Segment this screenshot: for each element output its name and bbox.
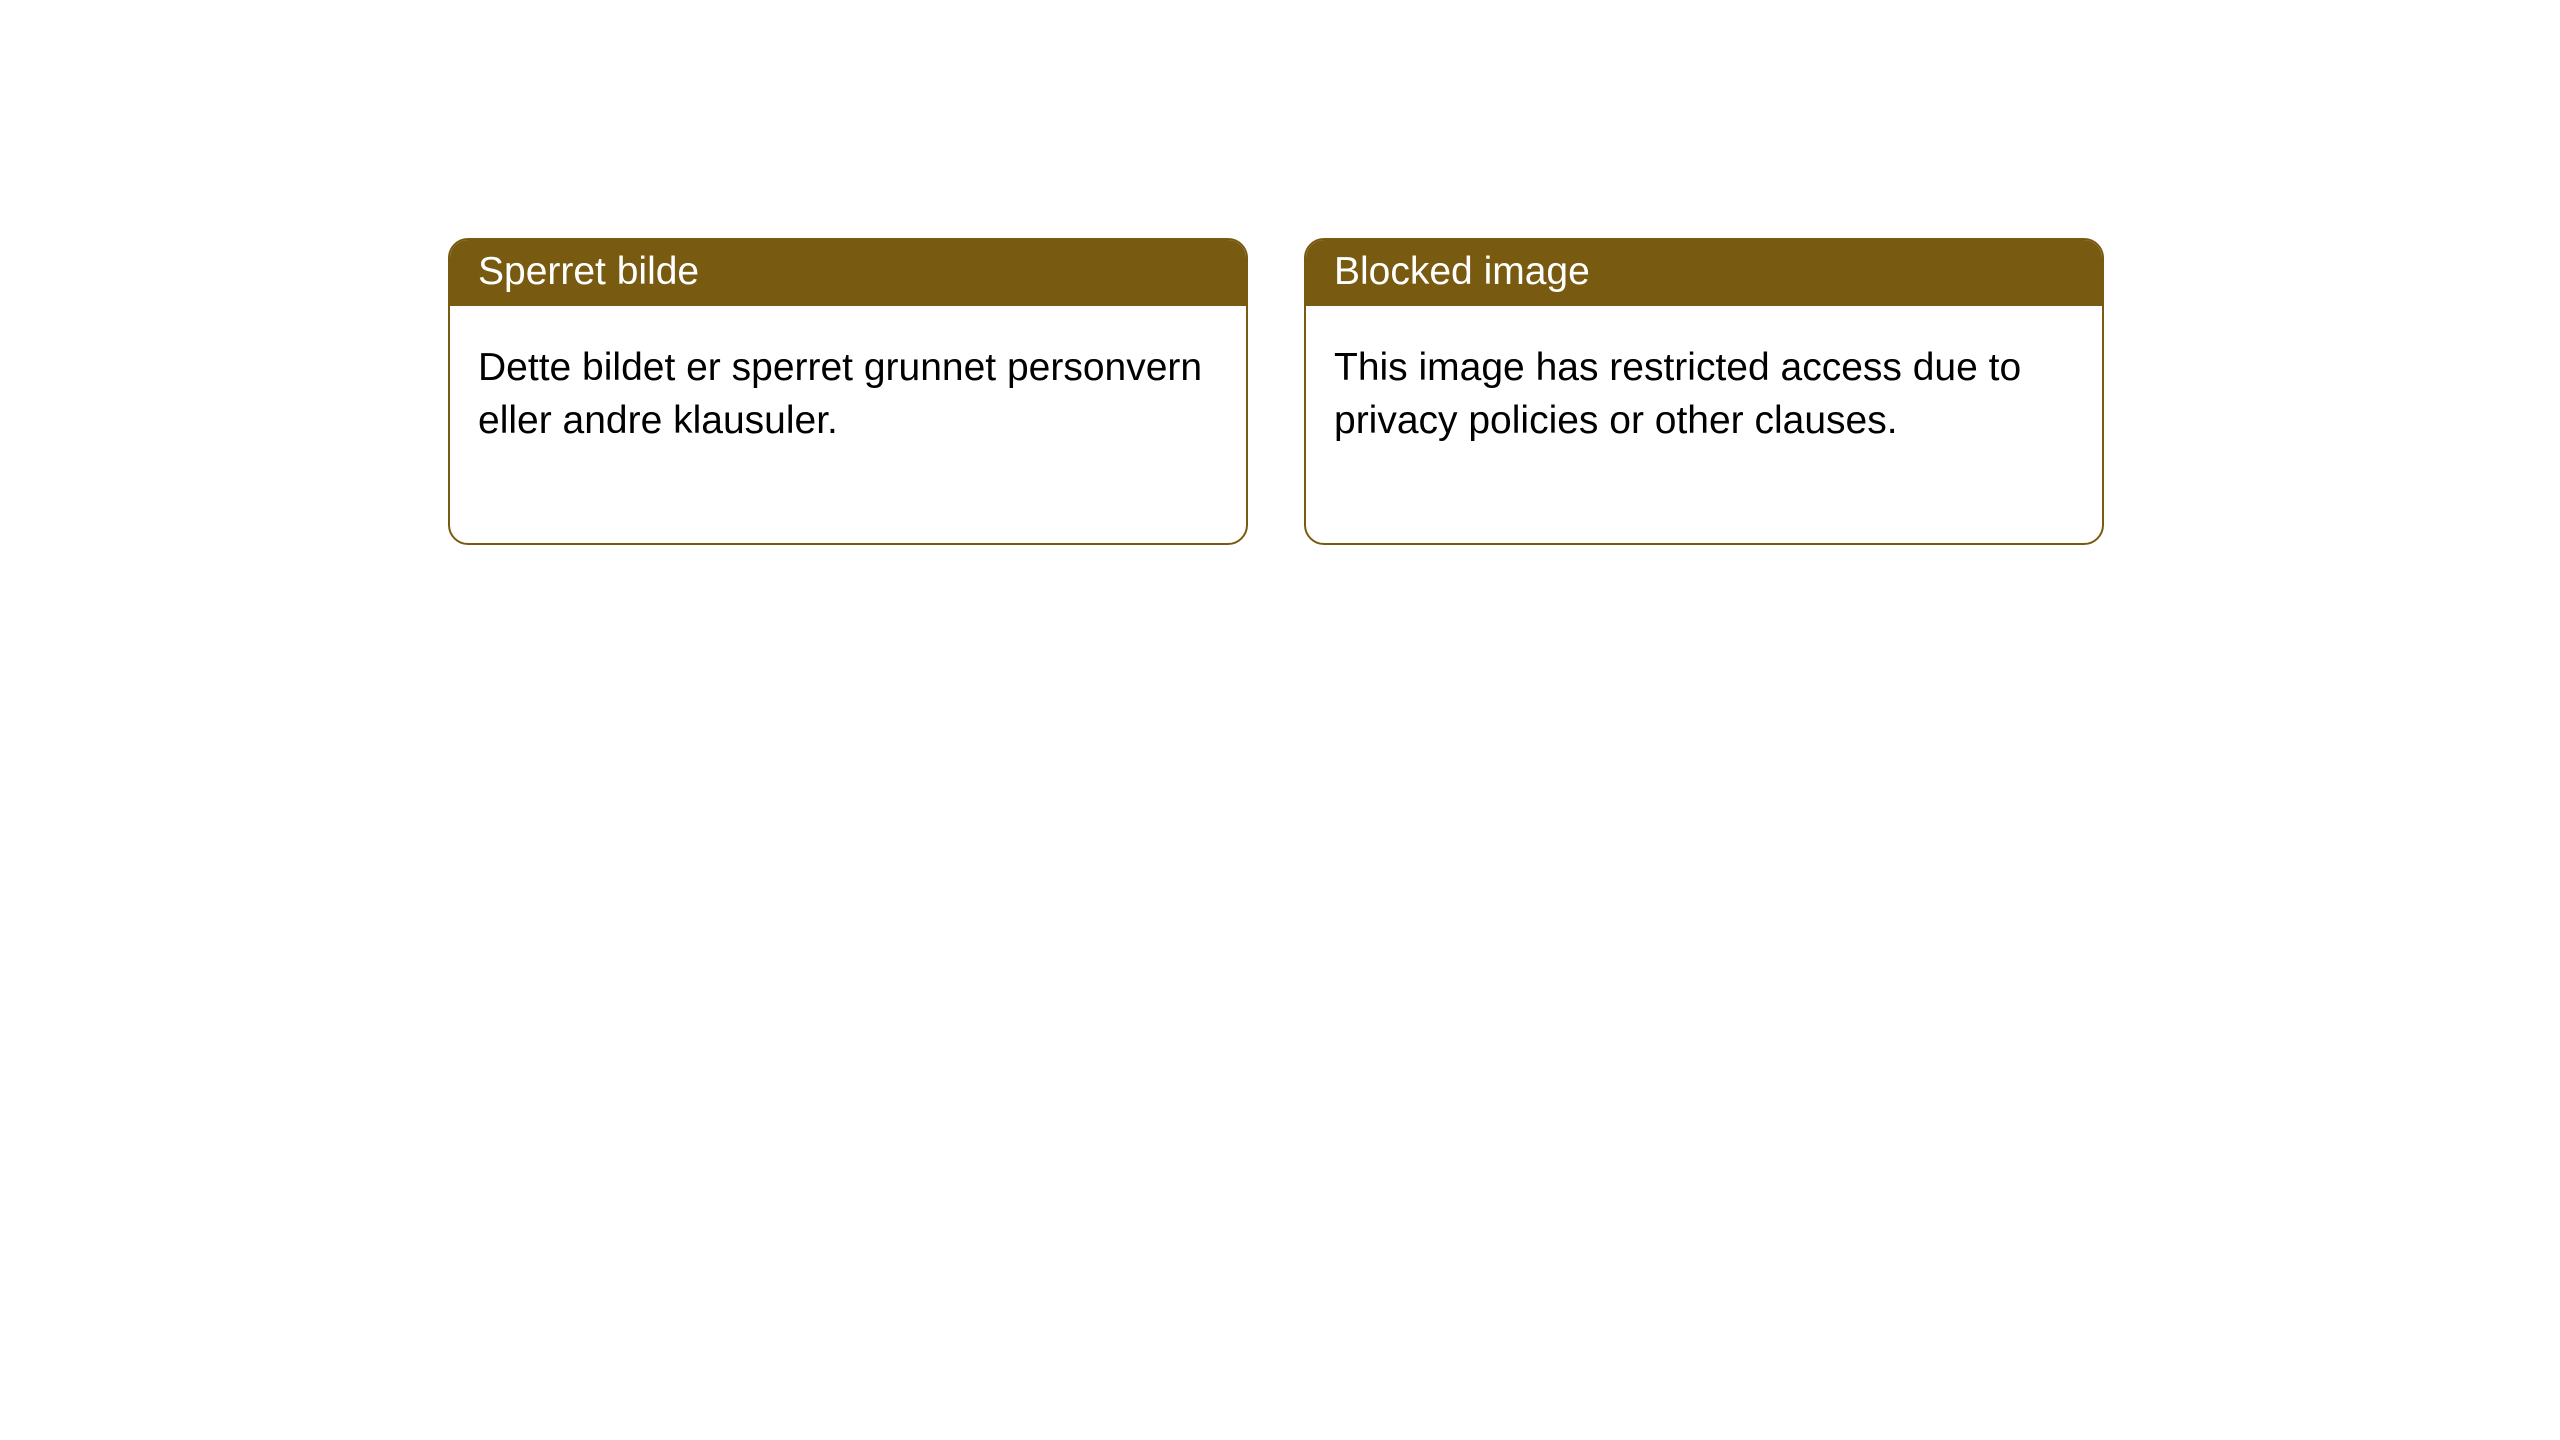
notice-card-en: Blocked image This image has restricted … [1304, 238, 2104, 545]
notice-header-en: Blocked image [1306, 240, 2102, 306]
notice-card-no: Sperret bilde Dette bildet er sperret gr… [448, 238, 1248, 545]
notice-body-en: This image has restricted access due to … [1306, 306, 2102, 543]
notice-container: Sperret bilde Dette bildet er sperret gr… [0, 0, 2560, 545]
notice-header-no: Sperret bilde [450, 240, 1246, 306]
notice-body-no: Dette bildet er sperret grunnet personve… [450, 306, 1246, 543]
